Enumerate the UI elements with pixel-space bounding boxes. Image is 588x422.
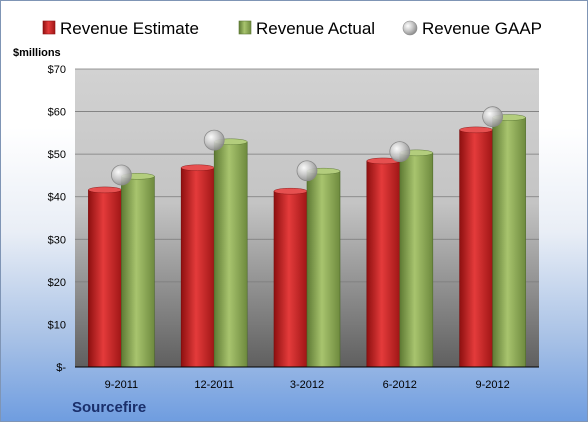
legend-swatch-estimate [42,20,56,35]
legend-label-estimate: Revenue Estimate [60,19,199,38]
bar-revenue-estimate [88,189,122,368]
legend-swatch-actual [238,20,252,35]
y-tick-label: $- [56,362,66,374]
bar-revenue-estimate [273,190,308,368]
marker-revenue-gaap [482,106,504,128]
bar-revenue-actual [492,117,526,368]
legend: Revenue Estimate Revenue Actual Revenue … [42,19,542,38]
marker-revenue-gaap [389,141,411,162]
y-tick-label: $70 [48,64,66,76]
y-tick-label: $50 [48,149,66,161]
legend-label-actual: Revenue Actual [256,19,375,38]
x-tick-label: 12-2011 [194,379,234,391]
marker-revenue-gaap [203,129,225,151]
marker-revenue-gaap [296,160,318,182]
x-tick-label: 9-2012 [475,379,509,391]
x-tick-label: 3-2012 [290,379,324,391]
bar-top-cap [88,186,122,194]
y-axis-ticks: $- $10 $20 $30 $40 $50 $60 $70 [48,64,67,374]
x-tick-label: 9-2011 [105,379,138,391]
bar-revenue-estimate [366,160,401,368]
legend-marker-gaap [402,20,418,36]
bar-revenue-estimate [180,167,215,368]
bar-revenue-actual [306,170,341,368]
bar-top-cap [273,187,308,195]
bar-revenue-estimate [459,129,493,368]
company-name: Sourcefire [72,399,146,416]
bar-revenue-actual [121,175,155,368]
marker-revenue-gaap [111,164,132,186]
legend-label-gaap: Revenue GAAP [422,19,542,38]
y-tick-label: $40 [48,192,66,204]
bar-top-cap [459,126,493,134]
y-tick-label: $20 [48,277,66,289]
x-tick-label: 6-2012 [383,379,417,391]
y-tick-label: $10 [48,319,66,331]
y-tick-label: $60 [48,107,66,119]
gaap-markers [111,106,504,186]
bar-revenue-actual [399,152,434,368]
bar-top-cap [180,164,215,171]
y-axis-unit-label: $millions [13,47,61,59]
bar-revenue-actual [213,141,248,368]
x-axis-ticks: 9-2011 12-2011 3-2012 6-2012 9-2012 [105,379,510,391]
y-tick-label: $30 [48,234,66,246]
